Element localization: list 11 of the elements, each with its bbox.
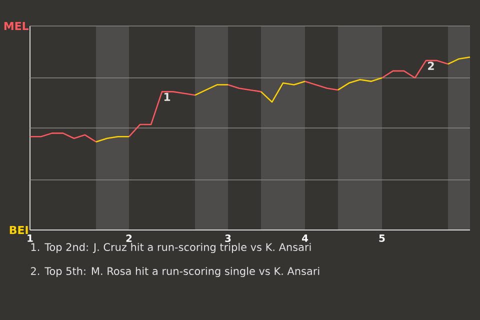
- annotation: 1: [164, 92, 170, 101]
- x-tick-label: 2: [126, 234, 132, 242]
- x-tick-label: 5: [379, 234, 385, 242]
- x-tick-label: 4: [302, 234, 308, 242]
- x-tick-label: 1: [28, 234, 33, 242]
- text: BEI: [10, 226, 28, 234]
- x-tick-label: 3: [225, 234, 231, 242]
- text: 2. Top 5th: M. Rosa hit a run-scoring single vs K. Ansari: [30, 266, 320, 278]
- ref-line-label: MEL: [4, 22, 29, 30]
- annotation: 2: [428, 62, 434, 70]
- text: 1. Top 2nd: J. Cruz hit a run-scoring triple vs K. Ansari: [31, 242, 311, 254]
